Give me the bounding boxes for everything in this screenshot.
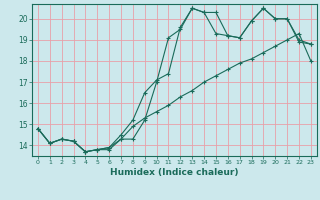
X-axis label: Humidex (Indice chaleur): Humidex (Indice chaleur) xyxy=(110,168,239,177)
